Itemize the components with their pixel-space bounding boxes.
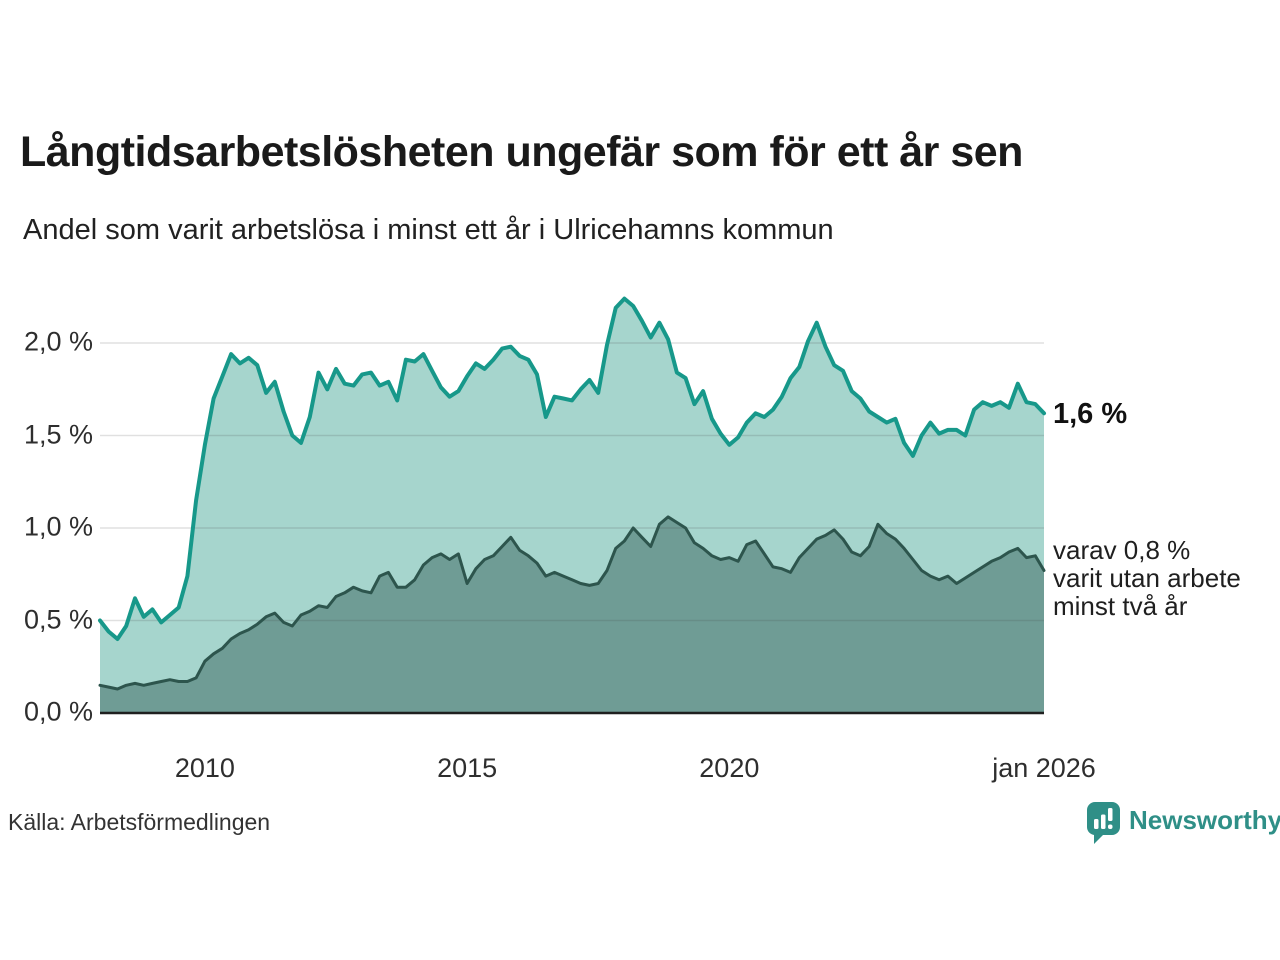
two-year-share-line: varit utan arbete — [1053, 563, 1241, 593]
x-tick-label: 2015 — [437, 753, 498, 783]
page-title: Långtidsarbetslösheten ungefär som för e… — [20, 128, 1023, 176]
area-fills — [100, 298, 1044, 713]
x-tick-label: 2010 — [174, 753, 235, 783]
x-tick-label: 2020 — [699, 753, 760, 783]
source-caption: Källa: Arbetsförmedlingen — [8, 809, 271, 835]
area-fill-1 — [100, 516, 1044, 713]
gridlines — [100, 342, 1044, 622]
series-line-0 — [98, 296, 1046, 641]
series-line-1 — [98, 515, 1046, 691]
x-tick-label: jan 2026 — [992, 753, 1096, 783]
y-tick-label: 2,0 % — [23, 326, 93, 357]
y-tick-label: 1,5 % — [23, 418, 93, 449]
brand-name: Newsworthy — [1129, 805, 1280, 835]
speech-bubble-bar-chart-icon — [1087, 802, 1120, 844]
brand-logo: Newsworthy — [1086, 801, 1280, 845]
series-lines — [98, 296, 1046, 691]
two-year-share-label: varav 0,8 % varit utan arbete minst två … — [1053, 536, 1241, 620]
two-year-share-line: minst två år — [1053, 591, 1188, 621]
latest-value-label: 1,6 % — [1053, 398, 1128, 430]
two-year-share-line: varav 0,8 % — [1053, 535, 1191, 565]
y-tick-label: 1,0 % — [23, 511, 93, 542]
y-tick-label: 0,0 % — [23, 696, 93, 727]
y-tick-label: 0,5 % — [23, 603, 93, 634]
page-subtitle: Andel som varit arbetslösa i minst ett å… — [23, 214, 834, 246]
